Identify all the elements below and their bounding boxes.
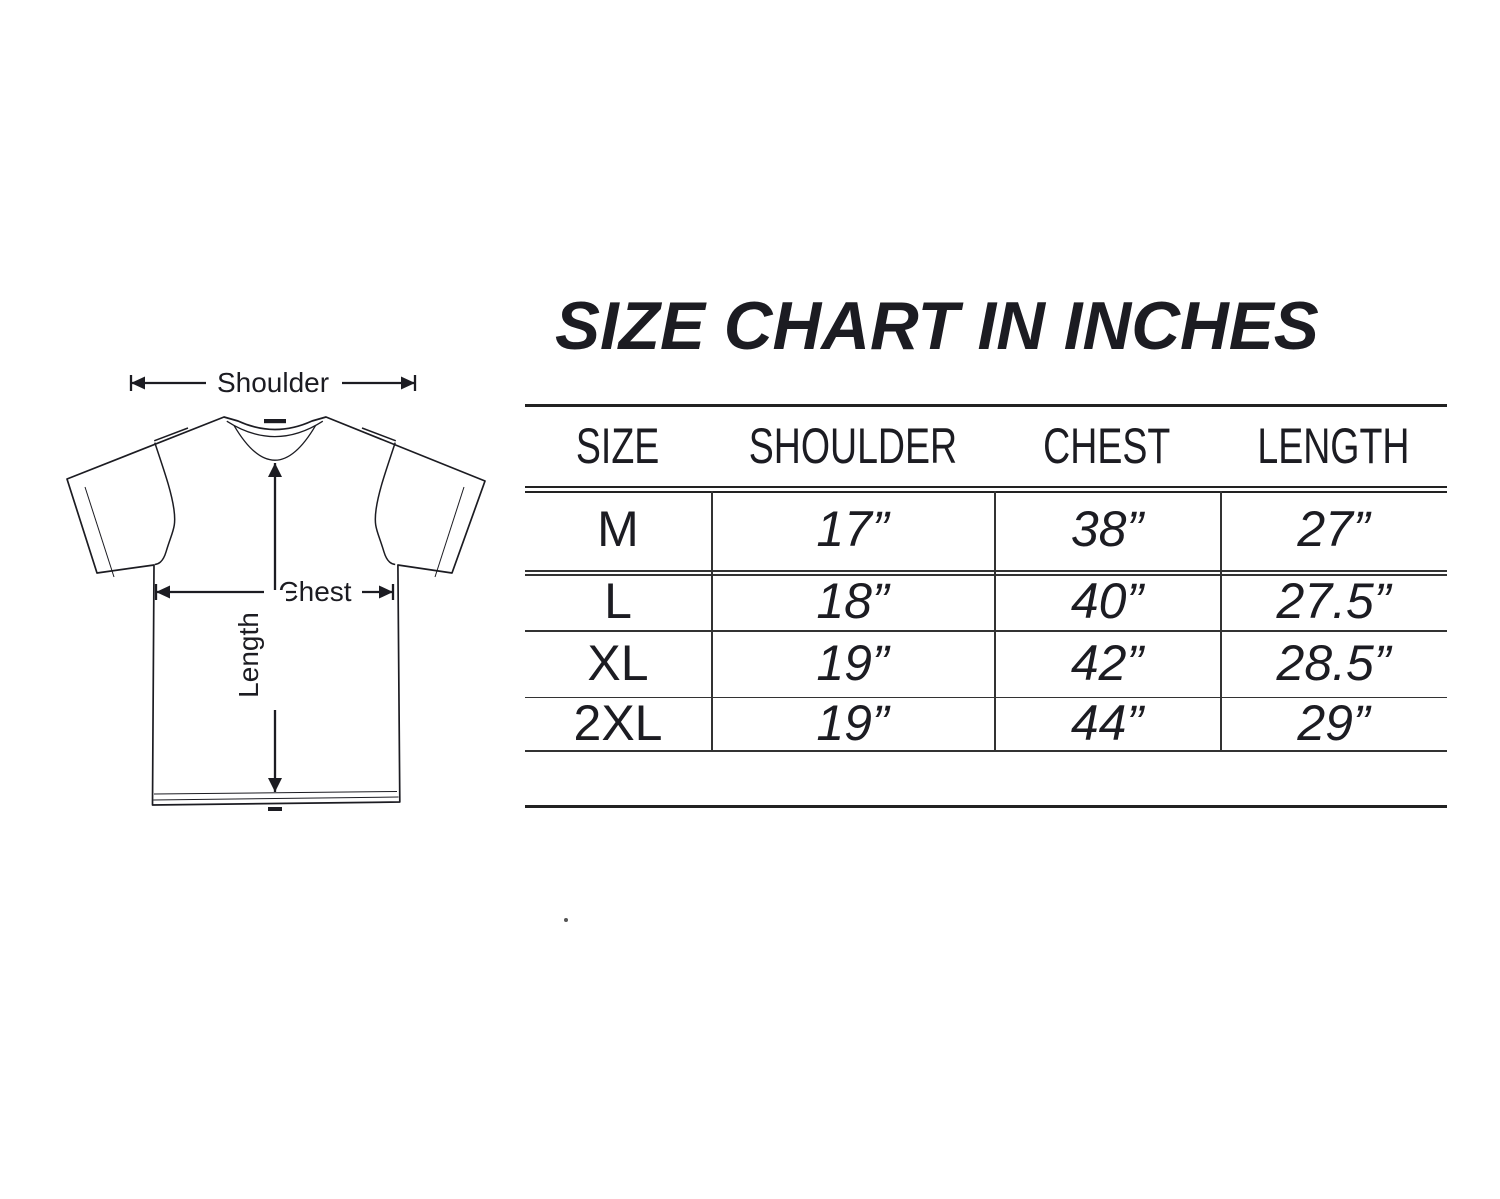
svg-text:Shoulder: Shoulder — [217, 370, 329, 398]
svg-text:Length: Length — [233, 612, 264, 698]
svg-text:Chest: Chest — [278, 576, 351, 607]
